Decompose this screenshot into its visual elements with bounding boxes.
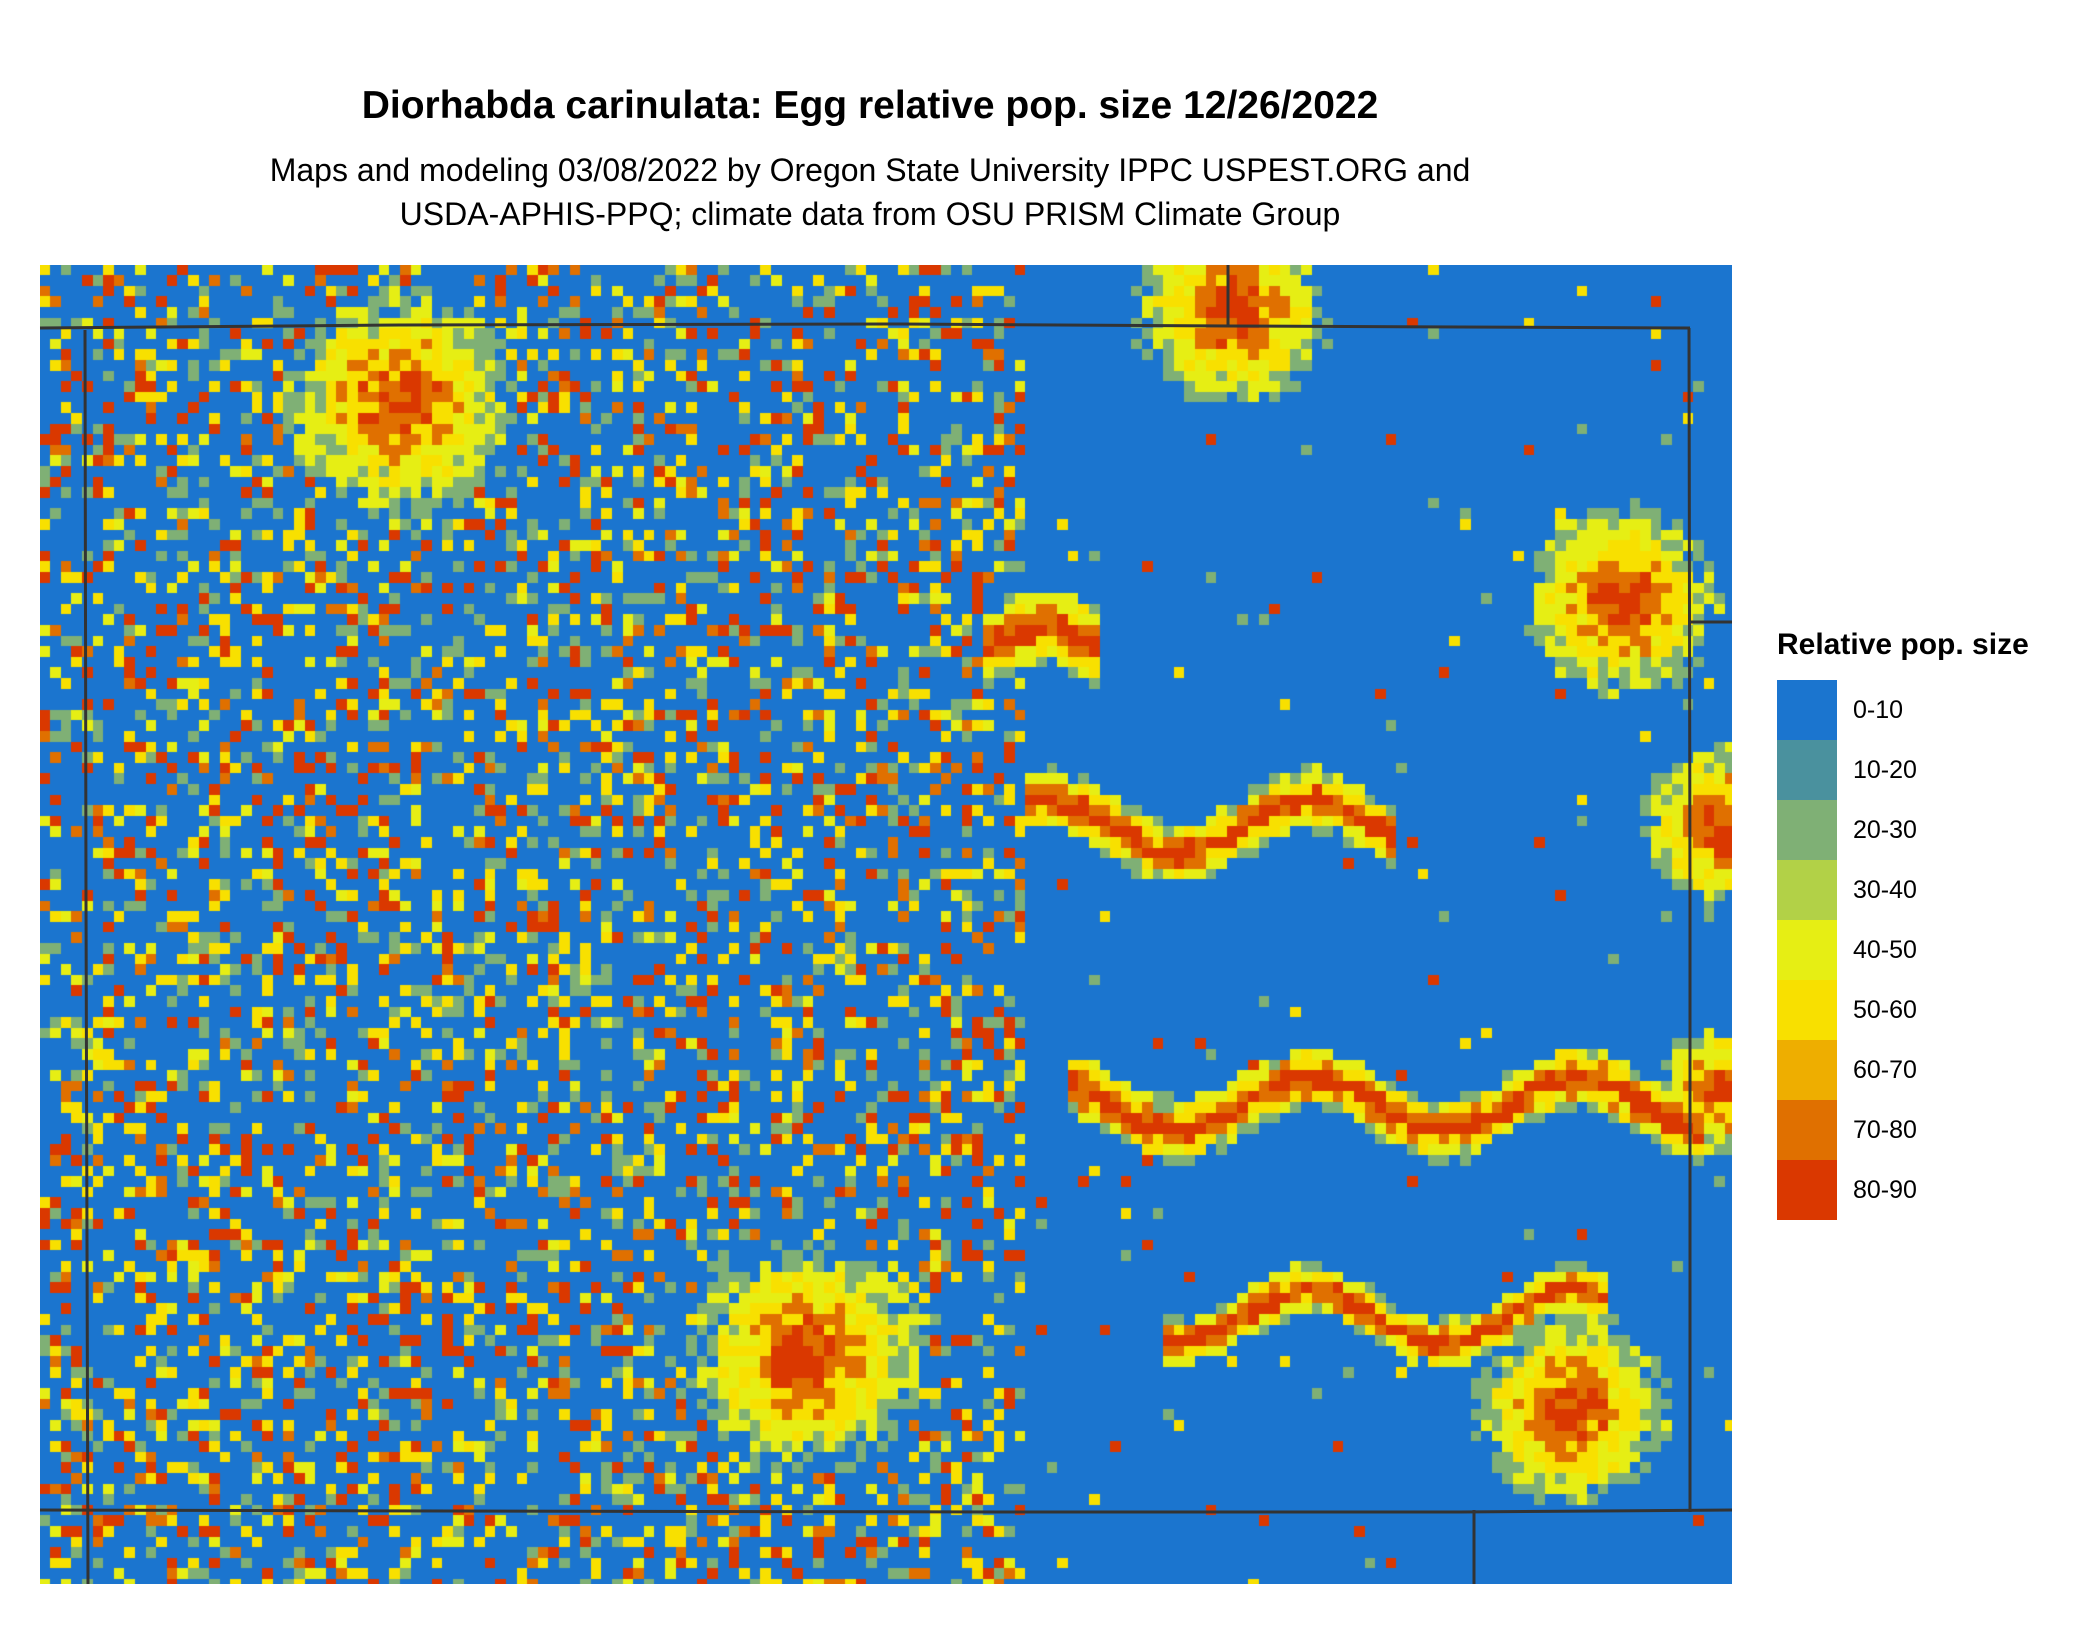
legend-item-30-40: 30-40 — [1777, 860, 2077, 920]
legend-label: 60-70 — [1853, 1056, 1917, 1084]
legend-swatch — [1777, 1160, 1837, 1220]
legend-item-10-20: 10-20 — [1777, 740, 2077, 800]
legend-item-70-80: 70-80 — [1777, 1100, 2077, 1160]
legend-label: 50-60 — [1853, 996, 1917, 1024]
state-border-west — [83, 329, 90, 1585]
legend-item-0-10: 0-10 — [1777, 680, 2077, 740]
legend-label: 10-20 — [1853, 756, 1917, 784]
legend-label: 40-50 — [1853, 936, 1917, 964]
legend-item-60-70: 60-70 — [1777, 1040, 2077, 1100]
legend-item-20-30: 20-30 — [1777, 800, 2077, 860]
legend-swatch — [1777, 740, 1837, 800]
legend-swatch — [1777, 680, 1837, 740]
legend-item-80-90: 80-90 — [1777, 1160, 2077, 1220]
state-border-east — [1687, 327, 1692, 1512]
legend-label: 0-10 — [1853, 696, 1904, 724]
state-border-south — [39, 1508, 1733, 1514]
map-title: Diorhabda carinulata: Egg relative pop. … — [361, 84, 1379, 127]
legend-item-40-50: 40-50 — [1777, 920, 2077, 980]
legend-swatch — [1777, 800, 1837, 860]
state-border-north — [39, 322, 1691, 330]
legend-swatch — [1777, 860, 1837, 920]
legend-label: 80-90 — [1853, 1176, 1917, 1204]
legend-item-50-60: 50-60 — [1777, 980, 2077, 1040]
legend-label: 70-80 — [1853, 1116, 1917, 1144]
legend-swatch — [1777, 1040, 1837, 1100]
legend-label: 20-30 — [1853, 816, 1917, 844]
legend-title: Relative pop. size — [1777, 628, 2029, 661]
legend-swatch — [1777, 980, 1837, 1040]
legend-swatch — [1777, 1100, 1837, 1160]
map-subtitle-line-2: USDA-APHIS-PPQ; climate data from OSU PR… — [399, 196, 1341, 232]
legend-label: 30-40 — [1853, 876, 1917, 904]
legend-swatch — [1777, 920, 1837, 980]
map-subtitle-line-1: Maps and modeling 03/08/2022 by Oregon S… — [269, 152, 1471, 188]
population-raster-map — [40, 265, 1732, 1584]
